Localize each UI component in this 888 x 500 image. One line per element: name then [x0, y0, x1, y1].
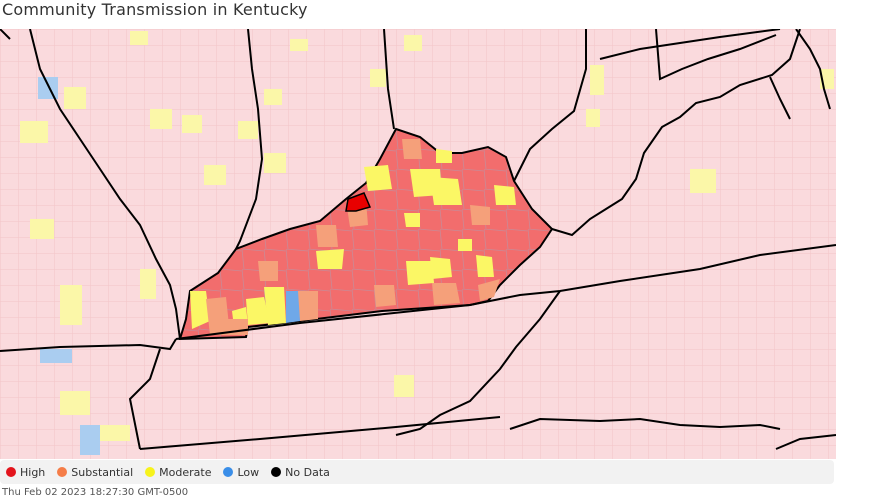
- timestamp: Thu Feb 02 2023 18:27:30 GMT-0500: [2, 487, 189, 498]
- map-legend: High Substantial Moderate Low No Data: [0, 460, 834, 484]
- legend-label-substantial: Substantial: [71, 465, 134, 479]
- legend-label-moderate: Moderate: [159, 465, 212, 479]
- page-title: Community Transmission in Kentucky: [2, 0, 308, 19]
- legend-item-low[interactable]: Low: [223, 466, 259, 479]
- kentucky-moderate-counties: [190, 149, 516, 329]
- legend-label-high: High: [20, 465, 46, 479]
- legend-item-no-data[interactable]: No Data: [271, 466, 330, 479]
- map-container[interactable]: [0, 29, 836, 459]
- no-data-dot-icon: [271, 467, 282, 477]
- surrounding-county-patches: [20, 31, 834, 455]
- moderate-dot-icon: [145, 467, 156, 477]
- kentucky-low-county: [286, 291, 300, 323]
- substantial-dot-icon: [57, 467, 68, 477]
- legend-item-moderate[interactable]: Moderate: [145, 466, 211, 479]
- high-dot-icon: [6, 467, 16, 477]
- legend-label-no-data: No Data: [285, 465, 330, 479]
- low-dot-icon: [223, 467, 234, 477]
- legend-item-high[interactable]: High: [6, 466, 45, 479]
- transmission-map[interactable]: [0, 29, 836, 459]
- kentucky-state[interactable]: [178, 127, 554, 341]
- legend-item-substantial[interactable]: Substantial: [57, 466, 133, 479]
- state-borders: [0, 29, 836, 450]
- kentucky-high-county: [345, 192, 372, 212]
- kentucky-substantial-counties: [206, 139, 500, 335]
- legend-label-low: Low: [237, 465, 260, 479]
